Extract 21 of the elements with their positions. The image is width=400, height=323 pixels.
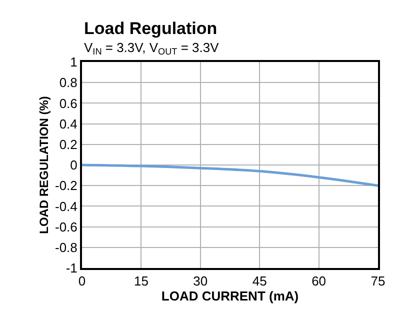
y-tick-label: -0.2 xyxy=(54,178,78,194)
y-tick-label: -1 xyxy=(66,260,78,276)
x-tick-label: 60 xyxy=(312,274,326,289)
y-tick-label: -0.6 xyxy=(54,219,78,234)
x-tick-label: 30 xyxy=(193,274,208,289)
y-tick-label: -0.4 xyxy=(54,198,78,214)
y-tick-label: 0.8 xyxy=(59,75,78,90)
x-axis-title: LOAD CURRENT (mA) xyxy=(161,288,299,304)
line-series xyxy=(82,164,378,187)
chart-subtitle: V$_{IN}$ = 3.3V, V$_{OUT}$ = 3.3V xyxy=(84,40,220,57)
chart-title: Load Regulation xyxy=(84,19,218,38)
y-tick-label: 0 xyxy=(70,158,78,173)
y-tick-label: 1 xyxy=(70,54,78,70)
x-tick-label: 15 xyxy=(134,274,148,289)
x-tick-label: 75 xyxy=(370,274,386,289)
x-tick-label: 45 xyxy=(252,274,267,289)
y-tick-label: 0.4 xyxy=(59,116,78,132)
y-tick-label: -0.8 xyxy=(54,240,78,255)
y-tick-label: 0.6 xyxy=(59,96,78,111)
y-tick-label: 0.2 xyxy=(59,136,78,152)
y-axis-title: LOAD REGULATION (%) xyxy=(36,96,51,234)
